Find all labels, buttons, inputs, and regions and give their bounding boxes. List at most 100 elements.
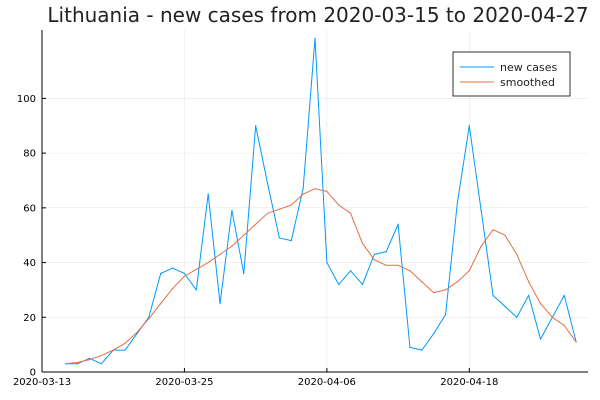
data-point — [160, 303, 162, 305]
data-point — [100, 354, 102, 357]
chart-title: Lithuania - new cases from 2020-03-15 to… — [47, 3, 588, 27]
data-point — [539, 338, 542, 340]
data-point — [171, 287, 174, 290]
x-tick-label: 2020-03-13 — [13, 377, 71, 388]
data-point — [255, 223, 257, 225]
data-point — [409, 346, 411, 348]
data-point — [77, 361, 79, 364]
y-tick-label: 20 — [23, 313, 36, 324]
data-point — [480, 245, 482, 247]
data-point — [385, 264, 387, 266]
data-point — [433, 292, 435, 294]
data-point — [183, 275, 186, 277]
series-line-new-cases — [65, 37, 577, 365]
data-point — [480, 209, 482, 212]
y-tick-label: 40 — [23, 258, 36, 269]
data-point — [385, 251, 387, 253]
data-point — [207, 261, 209, 264]
legend-box — [452, 51, 571, 97]
data-point — [433, 333, 435, 335]
x-tick-label: 2020-04-06 — [298, 377, 356, 388]
data-point — [124, 342, 126, 344]
data-point — [136, 333, 138, 335]
data-point — [361, 283, 364, 286]
data-point — [575, 341, 577, 343]
data-point — [539, 303, 542, 305]
data-point — [350, 270, 352, 272]
data-point — [456, 281, 459, 283]
data-point — [195, 268, 197, 270]
tick-labels: 0 20 40 60 80 100 2020-03-13 2020-03-25 2020-04-… — [13, 94, 498, 388]
legend-label: smoothed — [500, 76, 555, 89]
data-point — [231, 245, 233, 247]
data-point — [468, 125, 470, 127]
y-tick-label: 0 — [30, 368, 36, 379]
data-point — [563, 324, 565, 327]
data-point — [266, 212, 269, 214]
data-point — [77, 363, 79, 365]
data-point — [290, 204, 292, 206]
data-point — [563, 294, 565, 296]
data-point — [266, 182, 269, 184]
axes — [41, 30, 588, 373]
data-point — [504, 234, 506, 236]
x-tick-label: 2020-03-25 — [155, 377, 213, 388]
data-point — [112, 349, 114, 351]
data-point — [314, 37, 316, 39]
legend: new cases smoothed — [452, 51, 571, 97]
data-point — [492, 229, 494, 231]
data-point — [373, 259, 375, 261]
y-tick-label: 60 — [23, 203, 36, 214]
data-point — [421, 349, 423, 351]
data-point — [528, 281, 530, 283]
data-point — [100, 363, 102, 365]
series-line-smoothed — [65, 188, 577, 365]
data-point — [409, 270, 411, 272]
data-point — [278, 208, 280, 210]
data-point — [504, 305, 506, 307]
data-point — [65, 363, 67, 365]
y-tick-label: 100 — [17, 94, 36, 105]
data-point — [136, 331, 138, 333]
data-point — [444, 313, 447, 316]
data-point — [551, 316, 553, 318]
data-point — [278, 237, 280, 239]
data-point — [171, 267, 174, 269]
data-point — [231, 209, 233, 212]
data-point — [219, 253, 221, 255]
data-point — [468, 270, 470, 272]
series-lines — [65, 37, 577, 365]
data-point — [290, 240, 292, 242]
data-point — [88, 357, 91, 359]
data-point — [302, 193, 304, 195]
data-point — [195, 289, 197, 291]
data-point — [516, 253, 518, 255]
data-point — [397, 264, 399, 266]
data-point — [338, 204, 340, 206]
data-point — [397, 223, 399, 225]
data-point — [124, 349, 126, 351]
data-point — [338, 283, 340, 286]
data-point — [421, 281, 423, 283]
data-point — [361, 242, 364, 245]
data-point — [207, 193, 209, 195]
data-point — [88, 359, 91, 361]
data-point — [243, 272, 245, 275]
data-point — [326, 190, 328, 193]
data-point — [528, 294, 530, 296]
data-point — [492, 294, 494, 296]
grid-lines — [41, 30, 588, 373]
data-point — [516, 316, 518, 318]
data-point — [456, 201, 459, 203]
x-tick-label: 2020-04-18 — [440, 377, 498, 388]
y-tick-label: 80 — [23, 149, 36, 160]
data-point — [219, 303, 221, 305]
data-point — [302, 188, 304, 190]
data-point — [444, 289, 447, 291]
data-point — [255, 125, 257, 127]
legend-label: new cases — [500, 61, 558, 74]
data-point — [350, 212, 352, 214]
data-point — [326, 261, 328, 264]
